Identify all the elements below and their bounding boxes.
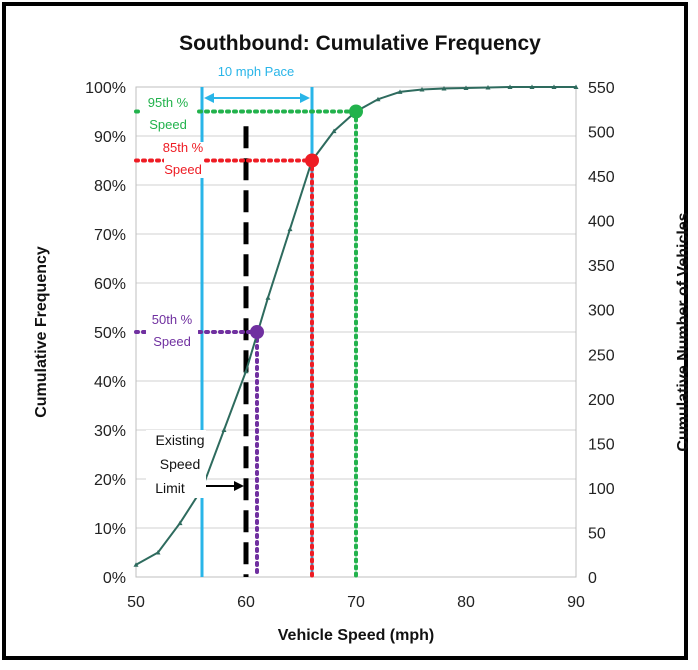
limit-label-line1: Existing bbox=[155, 432, 204, 448]
p50-marker bbox=[250, 325, 264, 339]
limit-label-line2: Speed bbox=[160, 456, 200, 472]
p95-label-group: 95th % Speed bbox=[140, 94, 196, 134]
x-tick-label: 80 bbox=[457, 594, 475, 611]
p85-label-line1: 85th % bbox=[163, 140, 204, 155]
data-point bbox=[397, 89, 403, 94]
data-point bbox=[243, 368, 249, 374]
y2-tick-label: 100 bbox=[588, 481, 615, 498]
p50-label-line1: 50th % bbox=[152, 312, 193, 327]
p50-label-group: 50th % Speed bbox=[146, 312, 198, 354]
p95-label-line1: 95th % bbox=[148, 95, 189, 110]
p85-label-line2: Speed bbox=[164, 162, 202, 177]
data-point bbox=[133, 562, 139, 567]
data-point bbox=[573, 84, 579, 89]
y2-tick-label: 150 bbox=[588, 436, 615, 453]
x-tick-label: 70 bbox=[347, 594, 365, 611]
y-tick-label: 100% bbox=[85, 80, 126, 97]
data-point bbox=[507, 84, 513, 89]
y2-tick-label: 200 bbox=[588, 392, 615, 409]
y2-tick-label: 350 bbox=[588, 258, 615, 275]
p50-label-line2: Speed bbox=[153, 334, 191, 349]
data-point bbox=[155, 550, 161, 555]
data-point bbox=[177, 520, 183, 526]
p95-label-line2: Speed bbox=[149, 117, 187, 132]
data-point bbox=[419, 86, 425, 92]
pace-arrow-left bbox=[204, 93, 214, 103]
data-point bbox=[441, 85, 447, 91]
limit-label-group: Existing Speed Limit bbox=[146, 430, 206, 498]
y-tick-label: 20% bbox=[94, 472, 126, 489]
y-tick-label: 0% bbox=[103, 570, 126, 587]
pace-arrow-right bbox=[300, 93, 310, 103]
data-point bbox=[551, 84, 557, 89]
data-point bbox=[375, 96, 381, 102]
chart-title: Southbound: Cumulative Frequency bbox=[179, 32, 541, 55]
limit-label-line3: Limit bbox=[155, 480, 185, 496]
y-tick-label: 70% bbox=[94, 227, 126, 244]
y-tick-label: 90% bbox=[94, 129, 126, 146]
data-point bbox=[265, 295, 271, 300]
p85-marker bbox=[305, 153, 319, 168]
x-tick-labels: 50 60 70 80 90 bbox=[127, 594, 585, 611]
p95-marker bbox=[349, 104, 363, 119]
y-axis-label: Cumulative Frequency bbox=[33, 246, 50, 418]
data-point bbox=[463, 85, 469, 90]
y-tick-label: 10% bbox=[94, 521, 126, 538]
limit-arrow-head bbox=[234, 481, 244, 491]
y2-tick-label: 0 bbox=[588, 570, 597, 587]
y2-tick-label: 450 bbox=[588, 169, 615, 186]
data-point bbox=[485, 84, 491, 90]
x-tick-label: 60 bbox=[237, 594, 255, 611]
y-tick-label: 30% bbox=[94, 423, 126, 440]
annotation-markers bbox=[250, 104, 363, 339]
y2-tick-labels: 0 50 100 150 200 250 300 350 400 450 500 550 bbox=[588, 80, 615, 587]
p85-label-group: 85th % Speed bbox=[163, 140, 204, 178]
data-point bbox=[529, 84, 535, 89]
data-point bbox=[287, 226, 293, 232]
y-tick-label: 80% bbox=[94, 178, 126, 195]
y2-axis-label: Cumulative Number of Vehicles bbox=[675, 212, 692, 451]
y2-tick-label: 400 bbox=[588, 214, 615, 231]
x-tick-label: 50 bbox=[127, 594, 145, 611]
y-tick-labels: 0% 10% 20% 30% 40% 50% 60% 70% 80% 90% 100% bbox=[85, 80, 126, 587]
y2-tick-label: 550 bbox=[588, 80, 615, 97]
x-axis-label: Vehicle Speed (mph) bbox=[278, 627, 434, 644]
data-point bbox=[331, 128, 337, 134]
data-point bbox=[221, 427, 227, 432]
y2-tick-label: 500 bbox=[588, 125, 615, 142]
y-tick-label: 50% bbox=[94, 325, 126, 342]
y2-tick-label: 50 bbox=[588, 525, 606, 542]
x-tick-label: 90 bbox=[567, 594, 585, 611]
y2-tick-label: 250 bbox=[588, 347, 615, 364]
y-tick-label: 60% bbox=[94, 276, 126, 293]
pace-label: 10 mph Pace bbox=[218, 64, 295, 79]
y2-tick-label: 300 bbox=[588, 303, 615, 320]
y-tick-label: 40% bbox=[94, 374, 126, 391]
